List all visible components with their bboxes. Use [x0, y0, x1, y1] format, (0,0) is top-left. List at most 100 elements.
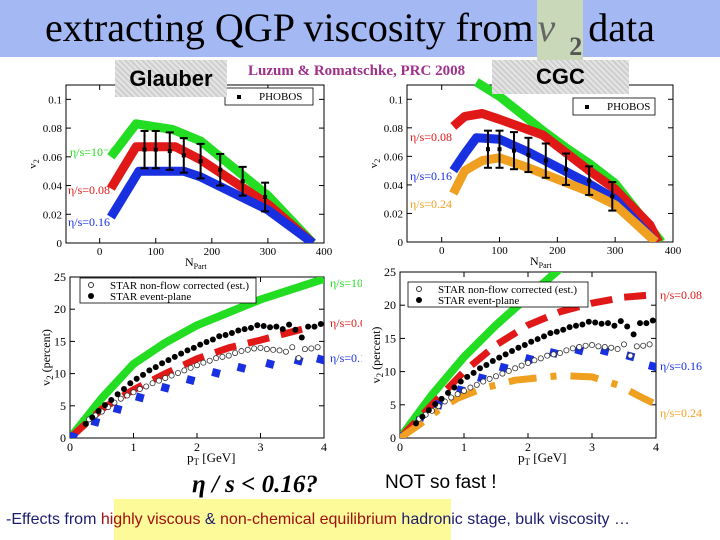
phobos-point [485, 147, 490, 152]
star-event-plane-point [451, 384, 458, 391]
star-non-flow-point [589, 342, 596, 349]
star-event-plane-point [89, 414, 96, 421]
series-label: η/s=0.24 [410, 197, 452, 211]
legend-label: PHOBOS [259, 91, 302, 103]
star-non-flow-point [557, 350, 564, 357]
y-axis-label-sub: 2 [375, 373, 385, 378]
star-event-plane-point [502, 351, 509, 358]
y-tick-label: 20 [384, 298, 396, 312]
x-tick-label: 400 [665, 245, 682, 257]
star-non-flow-point [136, 386, 143, 393]
y-tick-label: 0.1 [389, 94, 403, 106]
star-non-flow-point [486, 375, 493, 382]
legend-marker-filled [416, 297, 422, 303]
x-tick-label: 0 [67, 440, 73, 454]
series-s016-2-line [107, 166, 316, 243]
title-bar [0, 0, 720, 57]
star-event-plane-point [171, 353, 178, 360]
star-non-flow-point [601, 344, 608, 351]
star-event-plane-point [190, 344, 197, 351]
star-non-flow-point [512, 365, 519, 372]
phobos-point [167, 149, 172, 154]
star-event-plane-point [573, 322, 579, 329]
star-event-plane-point [82, 420, 89, 427]
series-label: η/s=0.16 [68, 215, 110, 229]
star-non-flow-point [143, 383, 150, 390]
star-event-plane-point [241, 326, 248, 333]
series-s024-3-line [400, 372, 655, 438]
star-event-plane-point [425, 407, 432, 414]
y-tick-label: 0.04 [43, 181, 63, 193]
star-non-flow-point [569, 345, 576, 352]
x-tick-label: 300 [260, 246, 277, 258]
y-tick-label: 0 [60, 431, 66, 445]
star-non-flow-point [454, 391, 461, 398]
x-axis-label-suffix: [GeV] [530, 450, 566, 465]
star-non-flow-point [257, 344, 264, 351]
y-tick-label: 10 [384, 365, 396, 379]
x-tick-label: 0 [397, 440, 403, 454]
star-non-flow-point [301, 346, 308, 353]
star-event-plane-point [184, 347, 191, 354]
star-non-flow-point [499, 370, 506, 377]
star-event-plane-point [178, 350, 185, 357]
star-event-plane-point [630, 331, 637, 338]
star-non-flow-point [117, 395, 124, 402]
star-event-plane-point [617, 318, 624, 325]
star-non-flow-point [168, 372, 175, 379]
star-event-plane-point [286, 321, 293, 328]
star-event-plane-point [483, 361, 490, 368]
star-non-flow-point [633, 343, 640, 350]
star-event-plane-point [247, 324, 254, 331]
star-event-plane-point [197, 341, 204, 348]
footnote-r2: non-chemical equilibrium [220, 511, 397, 528]
star-event-plane-point [222, 331, 229, 338]
legend-marker-filled [88, 293, 94, 299]
star-non-flow-point [550, 351, 557, 358]
star-non-flow-point [162, 375, 169, 382]
series-s016-2-marker [160, 382, 171, 393]
star-event-plane-point [611, 322, 618, 329]
claim-text: η / s < 0.16? [192, 471, 318, 498]
x-tick-label: 0 [439, 245, 445, 257]
series-label: η/s=0.16 [660, 359, 702, 373]
y-axis-label-sub: 2 [373, 159, 382, 163]
x-axis-label: NPart [185, 255, 207, 271]
v2-highlight [537, 0, 583, 62]
star-non-flow-point [518, 362, 525, 369]
star-event-plane-point [464, 373, 471, 380]
star-event-plane-point [445, 389, 451, 396]
footnote-suffix: hadronic stage, bulk viscosity … [396, 511, 630, 528]
star-event-plane-point [585, 318, 592, 325]
star-event-plane-point [541, 333, 547, 340]
phobos-point [564, 167, 569, 172]
series-s016-2-marker [647, 361, 656, 372]
series-s016-2-marker [70, 431, 79, 438]
star-event-plane-point [528, 338, 535, 345]
footnote-r1: highly viscous [100, 511, 201, 528]
star-event-plane-point [566, 324, 573, 331]
star-event-plane-point [95, 407, 102, 414]
star-event-plane-point [159, 360, 166, 367]
cgc-tag: CGC [492, 60, 629, 94]
y-tick-label: 25 [384, 265, 396, 279]
series-group [107, 119, 317, 243]
phobos-point [511, 148, 516, 153]
slide-title: extracting QGP viscosity from v 2 data [45, 4, 655, 61]
star-non-flow-point [295, 355, 302, 362]
star-event-plane-point [120, 386, 127, 393]
star-non-flow-point [289, 344, 296, 351]
star-non-flow-point [640, 342, 647, 349]
x-tick-label: 4 [653, 440, 659, 454]
y-tick-label: 0 [57, 238, 63, 250]
legend-label: STAR non-flow corrected (est.) [110, 280, 249, 292]
star-event-plane-point [305, 323, 312, 330]
series-s10-0-line [70, 277, 324, 438]
legend-box [79, 277, 257, 304]
x-axis-label: pT [GeV] [187, 450, 235, 467]
y-tick-label: 0.02 [384, 208, 403, 220]
series-s016-2-marker [185, 375, 196, 385]
